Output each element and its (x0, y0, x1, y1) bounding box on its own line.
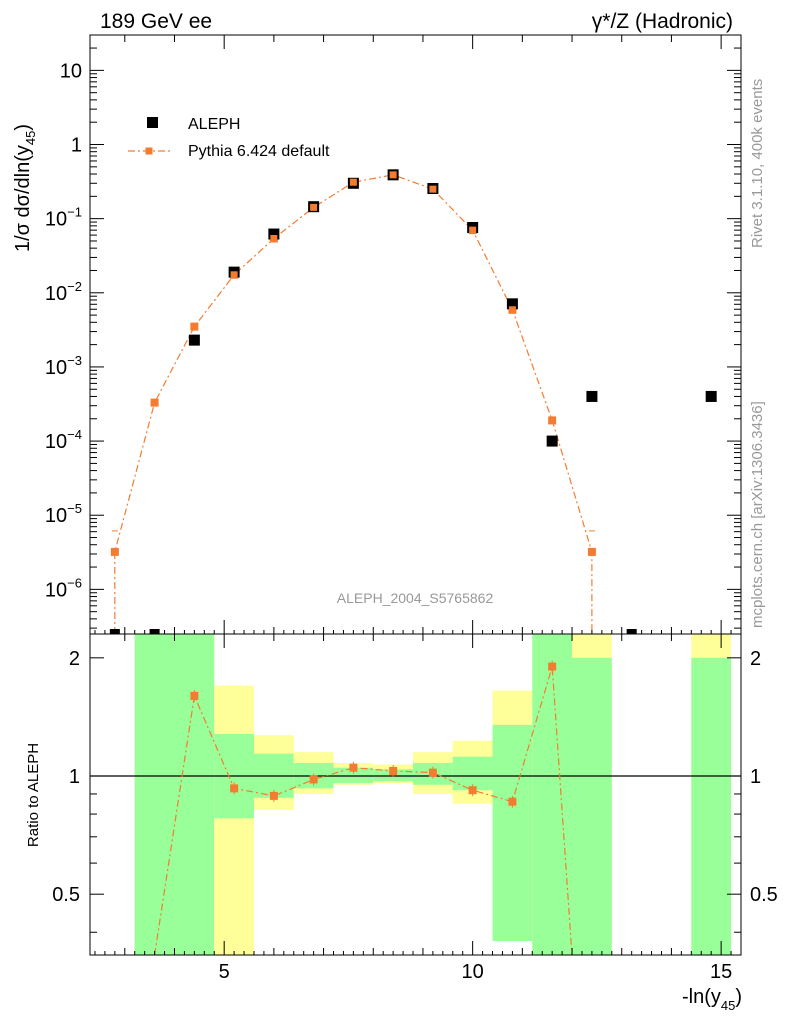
ratio-y-tick-label-left: 2 (69, 648, 80, 670)
mc-point-overlay (469, 226, 477, 234)
mc-point-overlay (508, 306, 516, 314)
legend-mc-marker (145, 147, 153, 155)
uncertainty-band-inner (572, 657, 612, 955)
mc-point-overlay (349, 178, 357, 186)
ratio-point (548, 662, 557, 671)
mc-point-overlay (230, 271, 238, 279)
ratio-data-layer (90, 660, 741, 956)
uncertainty-band-inner (134, 634, 175, 955)
uncertainty-band-outer (214, 685, 254, 955)
x-tick-label: 5 (219, 961, 230, 983)
mc-point-overlay (429, 185, 437, 193)
ratio-point (389, 766, 398, 775)
data-point (586, 390, 598, 402)
data-point (506, 298, 518, 310)
mcplots-label: mcplots.cern.ch [arXiv:1306.3436] (749, 401, 766, 628)
y-tick-label: 10−1 (45, 205, 82, 231)
data-point (268, 228, 280, 240)
ratio-point (230, 784, 239, 793)
ratio-y-axis-label: Ratio to ALEPH (25, 743, 42, 847)
ratio-plot-frame (89, 633, 742, 956)
mc-point-overlay (548, 416, 556, 424)
y-tick-label: 10−2 (45, 279, 82, 305)
ratio-mc-curve (154, 666, 573, 956)
ratio-y-tick-label-left: 1 (69, 766, 80, 788)
ratio-band-layer (134, 634, 732, 955)
x-tick-label: 10 (462, 961, 484, 983)
legend: ALEPH Pythia 6.424 default (128, 116, 330, 160)
uncertainty-band-inner (174, 634, 215, 955)
ratio-y-tick-label-left: 0.5 (52, 884, 80, 906)
ratio-point (428, 768, 437, 777)
ratio-y-tick-label-right: 2 (750, 648, 761, 670)
y-tick-label: 10−6 (45, 575, 82, 601)
ratio-point (309, 775, 318, 784)
mc-point-overlay (151, 399, 159, 407)
ratio-y-tick-label-right: 0.5 (750, 884, 778, 906)
mc-point-overlay (310, 203, 318, 211)
x-axis-label: -ln(y45) (682, 986, 742, 1013)
y-tick-label: 10−3 (45, 353, 82, 379)
uncertainty-band-inner (333, 767, 374, 783)
main-data-layer (109, 169, 717, 634)
ratio-point (269, 791, 278, 800)
ratio-point (468, 786, 477, 795)
mc-point-overlay (588, 548, 596, 556)
analysis-id: ALEPH_2004_S5765862 (337, 590, 494, 606)
ratio-y-tick-label-right: 1 (750, 766, 761, 788)
y-tick-label: 10−5 (45, 501, 82, 527)
mc-point-overlay (190, 323, 198, 331)
ratio-point (190, 691, 199, 700)
data-point (188, 334, 200, 346)
main-axis-layer: 10 1 10−1 10−2 10−3 10−4 10−5 10−6 (45, 34, 742, 634)
legend-mc-label: Pythia 6.424 default (188, 143, 330, 160)
x-tick-label: 15 (710, 961, 732, 983)
legend-data-marker (147, 117, 158, 128)
legend-data-label: ALEPH (188, 116, 240, 133)
process-label: γ*/Z (Hadronic) (592, 10, 733, 33)
uncertainty-band-inner (492, 724, 533, 941)
uncertainty-band-inner (691, 657, 732, 955)
uncertainty-band-inner (532, 634, 573, 955)
mc-point-overlay (270, 234, 278, 242)
ratio-axis-layer: 5 10 15 2 2 1 1 0.5 0.5 (52, 634, 778, 983)
y-tick-label: 10 (60, 60, 82, 82)
data-point (705, 390, 717, 402)
data-point (546, 435, 558, 447)
mc-curve (114, 174, 593, 634)
ratio-point (508, 797, 517, 806)
mc-point-overlay (111, 548, 119, 556)
y-tick-label: 10−4 (45, 427, 82, 453)
ratio-point (349, 763, 358, 772)
energy-label: 189 GeV ee (100, 10, 212, 33)
y-tick-label: 1 (71, 135, 82, 157)
rivet-label: Rivet 3.1.10, 400k events (749, 79, 766, 248)
main-y-axis-label: 1/σ dσ/dln(y45) (12, 124, 38, 252)
mc-point-overlay (389, 171, 397, 179)
